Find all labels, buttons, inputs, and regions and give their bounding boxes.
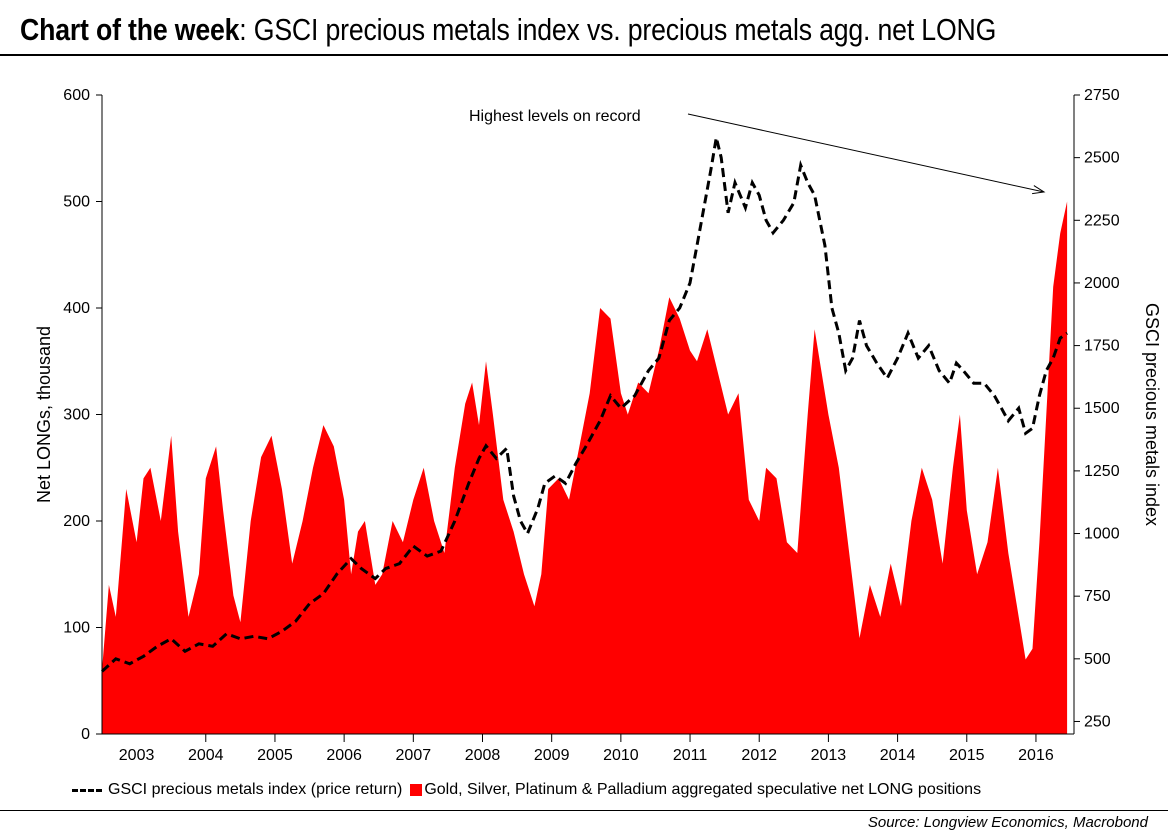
annotation-arrow-head (1032, 185, 1046, 195)
legend-dash-swatch (72, 788, 102, 792)
gsci-dashed-line (100, 137, 1068, 673)
left-axis-title: Net LONGs, thousand (34, 326, 54, 503)
source-rule (0, 810, 1168, 811)
right-axis-title: GSCI precious metals index (1142, 303, 1162, 526)
x-tick-label: 2005 (257, 747, 293, 764)
x-tick-label: 2012 (741, 747, 777, 764)
annotation-arrow-line (687, 113, 1045, 193)
chart-svg: 0 100 200 300 400 500 600 250 500 750 1000 1250 1500… (34, 87, 1162, 764)
x-tick-label: 2011 (673, 747, 708, 764)
left-tick-label: 200 (63, 513, 90, 530)
right-tick-label: 2000 (1084, 275, 1120, 292)
annotation-text: Highest levels on record (469, 108, 641, 125)
right-tick-label: 500 (1084, 651, 1111, 668)
annotation-group: Highest levels on record (469, 108, 1046, 195)
source-note: Source: Longview Economics, Macrobond (867, 814, 1148, 831)
legend: GSCI precious metals index (price return… (72, 781, 981, 799)
right-tick-label: 1250 (1084, 463, 1120, 480)
right-tick-label: 2250 (1084, 212, 1120, 229)
right-tick-label: 750 (1084, 588, 1111, 605)
left-tick-label: 0 (81, 726, 90, 743)
x-tick-label: 2008 (465, 747, 501, 764)
right-tick-label: 1000 (1084, 526, 1120, 543)
left-tick-label: 400 (63, 300, 90, 317)
right-tick-label: 2750 (1084, 87, 1120, 104)
x-tick-label: 2015 (949, 747, 985, 764)
net-longs-area (102, 201, 1068, 734)
x-tick-label: 2003 (119, 747, 155, 764)
left-tick-label: 100 (63, 620, 90, 637)
x-tick-label: 2014 (880, 747, 916, 764)
left-tick-label: 300 (63, 407, 90, 424)
legend-item-gsci: GSCI precious metals index (price return… (108, 781, 403, 798)
x-tick-label: 2016 (1018, 747, 1054, 764)
x-tick-label: 2006 (326, 747, 362, 764)
left-tick-label: 500 (63, 194, 90, 211)
right-tick-label: 1750 (1084, 338, 1120, 355)
x-tick-label: 2013 (811, 747, 847, 764)
chart-title-rest: : GSCI precious metals index vs. preciou… (239, 12, 997, 47)
title-rule (0, 54, 1168, 56)
right-tick-label: 2500 (1084, 150, 1120, 167)
left-tick-label: 600 (63, 87, 90, 104)
net-longs-area-group (102, 201, 1068, 734)
legend-item-net-longs: Gold, Silver, Platinum & Palladium aggre… (424, 781, 982, 798)
right-tick-label: 250 (1084, 713, 1111, 730)
x-tick-label: 2010 (603, 747, 639, 764)
x-tick-label: 2007 (396, 747, 432, 764)
gsci-line-group (100, 137, 1068, 673)
x-tick-label: 2004 (188, 747, 224, 764)
chart-title-bold: Chart of the week (20, 12, 240, 47)
right-tick-label: 1500 (1084, 400, 1120, 417)
legend-red-swatch (410, 784, 423, 796)
chart-title: Chart of the week: GSCI precious metals … (20, 12, 996, 48)
x-tick-label: 2009 (534, 747, 570, 764)
axes-group: 0 100 200 300 400 500 600 250 500 750 1000 1250 1500… (34, 87, 1162, 764)
